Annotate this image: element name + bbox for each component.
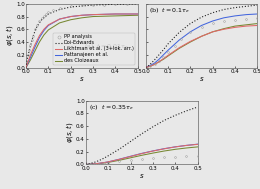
Legend: PP analysis, Doi-Edwards, Likhtman et al. (3+lok. arr.), Pattanajeen et al., des: PP analysis, Doi-Edwards, Likhtman et al… [53, 33, 135, 65]
Y-axis label: $\varphi(s, t)$: $\varphi(s, t)$ [63, 122, 75, 143]
X-axis label: $s$: $s$ [79, 75, 85, 83]
Text: (a)  $t=0.01\tau_e$: (a) $t=0.01\tau_e$ [84, 41, 129, 50]
Text: (b)  $t=0.1\tau_e$: (b) $t=0.1\tau_e$ [149, 6, 190, 15]
X-axis label: $s$: $s$ [199, 75, 204, 83]
Y-axis label: $\varphi(s, t)$: $\varphi(s, t)$ [4, 25, 15, 46]
X-axis label: $s$: $s$ [139, 172, 145, 180]
Text: (c)  $t=0.35\tau_e$: (c) $t=0.35\tau_e$ [89, 103, 134, 112]
